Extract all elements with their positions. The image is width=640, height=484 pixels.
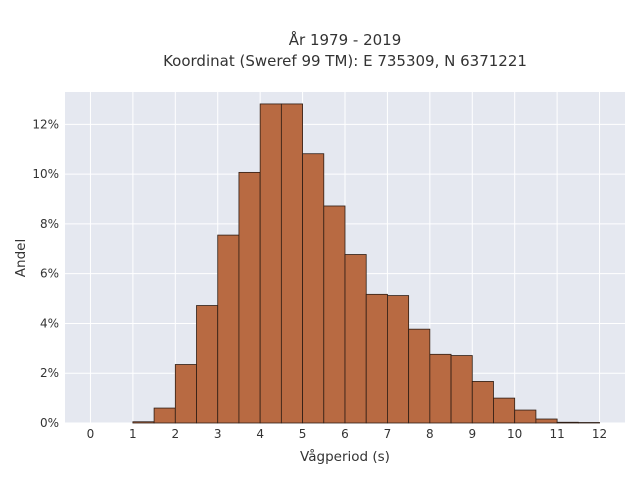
y-tick-label: 2% — [40, 366, 59, 380]
x-tick-label: 1 — [129, 427, 137, 441]
histogram-bar — [451, 356, 472, 423]
histogram-bar — [303, 154, 324, 423]
y-tick-label: 4% — [40, 316, 59, 330]
histogram-bar — [430, 354, 451, 423]
x-tick-label: 7 — [384, 427, 392, 441]
histogram-bar — [472, 381, 493, 423]
histogram-bar — [324, 206, 345, 423]
x-tick-label: 12 — [592, 427, 607, 441]
histogram-bar — [154, 408, 175, 423]
y-axis-label: Andel — [13, 239, 29, 277]
histogram-bar — [557, 422, 578, 423]
y-tick-label: 10% — [32, 167, 59, 181]
y-tick-label: 8% — [40, 217, 59, 231]
x-tick-label: 4 — [256, 427, 264, 441]
y-tick-labels: 0% 2% 4% 6% 8% 10% 12% — [32, 117, 59, 430]
histogram-bar — [260, 104, 281, 423]
chart-title-line2: Koordinat (Sweref 99 TM): E 735309, N 63… — [163, 52, 527, 70]
x-tick-label: 8 — [426, 427, 434, 441]
x-tick-label: 10 — [507, 427, 522, 441]
x-tick-label: 3 — [214, 427, 222, 441]
histogram-bar — [197, 306, 218, 423]
y-tick-label: 0% — [40, 416, 59, 430]
histogram-bar — [515, 410, 536, 423]
x-tick-label: 11 — [549, 427, 564, 441]
histogram-bar — [133, 422, 154, 423]
histogram-bar — [409, 329, 430, 423]
histogram-bar — [239, 172, 260, 423]
chart-title-line1: År 1979 - 2019 — [289, 30, 402, 49]
x-tick-label: 6 — [341, 427, 349, 441]
histogram-bar — [536, 419, 557, 423]
histogram-bar — [345, 255, 366, 423]
x-axis-label: Vågperiod (s) — [300, 448, 390, 465]
histogram-bar — [218, 235, 239, 423]
x-tick-label: 2 — [171, 427, 179, 441]
histogram-bar — [281, 104, 302, 423]
histogram-bar — [493, 398, 514, 423]
histogram-bar — [387, 296, 408, 423]
histogram-bar — [175, 365, 196, 423]
y-tick-label: 12% — [32, 117, 59, 131]
y-tick-label: 6% — [40, 267, 59, 281]
histogram-bar — [366, 294, 387, 423]
x-tick-label: 9 — [468, 427, 476, 441]
x-tick-label: 5 — [299, 427, 307, 441]
x-tick-label: 0 — [87, 427, 95, 441]
